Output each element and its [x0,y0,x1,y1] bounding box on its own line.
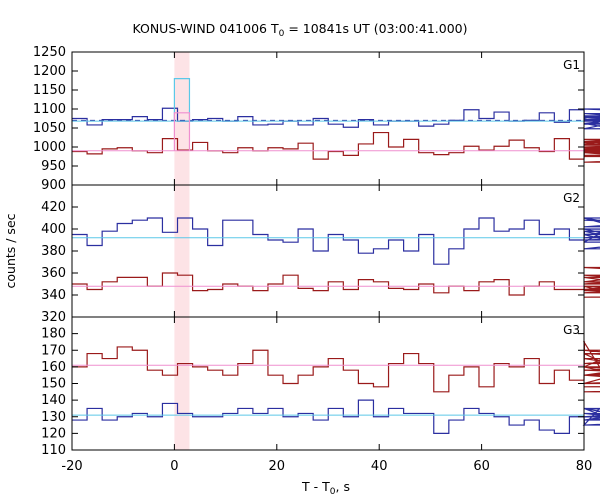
ytick-label-g2: 400 [41,222,66,237]
xtick-label: 20 [269,459,286,474]
ytick-label-g1: 1150 [33,83,66,98]
series-g1-6 [173,112,191,151]
series-g1-3 [72,131,600,163]
panel-label-g1: G1 [563,58,580,72]
series-g1-0 [72,107,600,130]
xtick-label: 60 [473,459,490,474]
series-g3-2 [72,399,600,434]
x-axis-label: T - T0, s [301,479,350,497]
highlight-interval [174,52,190,450]
panel-frame-g3 [71,316,585,451]
ytick-label-g1: 1250 [33,45,66,60]
series-g2-0 [72,217,600,265]
ytick-label-g2: 340 [41,288,66,303]
panel-g1: 900 950 1000 1050 1100 1150 1200 1250 G1 [33,45,600,193]
ytick-label-g3: 110 [41,443,66,458]
chart-title: KONUS-WIND 041006 T0 = 10841s UT (03:00:… [132,21,467,39]
ytick-label-g1: 1050 [33,121,66,136]
ytick-label-g2: 380 [41,244,66,259]
ytick-label-g1: 1100 [33,102,66,117]
ytick-label-g2: 360 [41,266,66,281]
ytick-label-g3: 170 [41,343,66,358]
xtick-label: 80 [576,459,593,474]
xtick-label: 0 [170,459,178,474]
y-axis-label: counts / sec [3,213,18,288]
ytick-label-g3: 160 [41,360,66,375]
ytick-label-g3: 180 [41,327,66,342]
ytick-label-g2: 420 [41,200,66,215]
xtick-label: -20 [61,459,82,474]
ytick-label-g1: 1000 [33,140,66,155]
series-g1-5 [173,78,191,122]
ytick-label-g3: 120 [41,426,66,441]
ytick-label-g1: 950 [41,159,66,174]
series-g2-2 [72,266,600,298]
panel-label-g2: G2 [563,191,580,205]
panel-label-g3: G3 [563,323,580,337]
ytick-label-g2: 320 [41,310,66,325]
ytick-label-g1: 900 [41,178,66,193]
ytick-label-g3: 140 [41,393,66,408]
xtick-label: 40 [371,459,388,474]
panel-g2: 320 340 360 380 400 420 G2 [41,184,600,325]
ytick-label-g3: 130 [41,410,66,425]
ytick-label-g3: 150 [41,377,66,392]
series-g3-0 [72,341,600,393]
ytick-label-g1: 1200 [33,64,66,79]
